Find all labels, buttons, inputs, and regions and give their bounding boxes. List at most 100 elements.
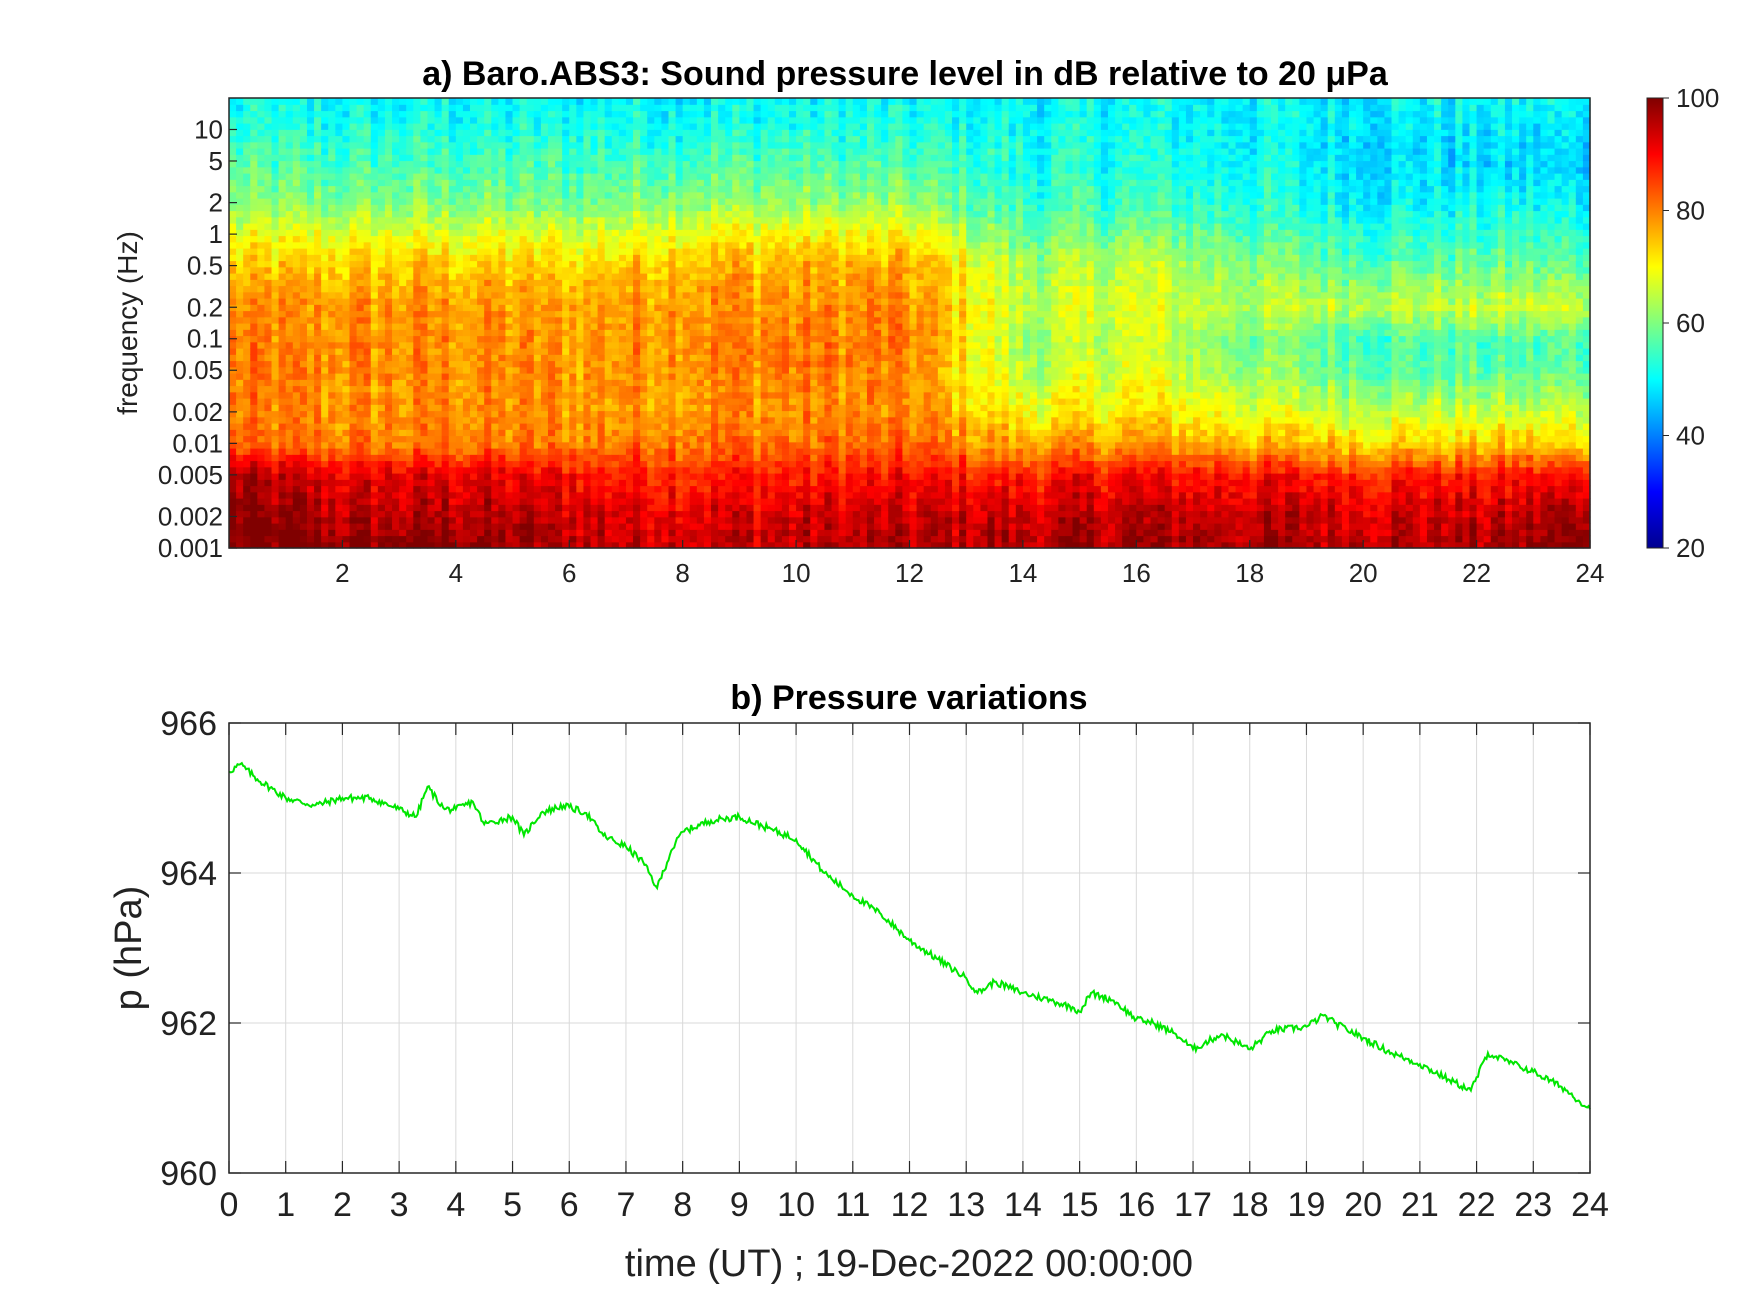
heatmap-cell: [512, 154, 521, 162]
heatmap-cell: [427, 373, 436, 380]
heatmap-cell: [299, 298, 308, 305]
heatmap-cell: [328, 379, 336, 387]
heatmap-cell: [604, 154, 613, 162]
heatmap-cell: [370, 354, 379, 362]
heatmap-cell: [696, 473, 705, 480]
heatmap-cell: [569, 466, 577, 474]
heatmap-cell: [427, 135, 436, 143]
heatmap-cell: [547, 179, 556, 187]
heatmap-cell: [590, 173, 599, 180]
heatmap-cell: [470, 448, 478, 455]
heatmap-cell: [427, 160, 436, 168]
heatmap-cell: [555, 104, 563, 112]
heatmap-cell: [675, 298, 684, 305]
heatmap-cell: [696, 410, 705, 418]
heatmap-cell: [328, 516, 336, 524]
heatmap-cell: [434, 329, 443, 337]
heatmap-cell: [321, 241, 329, 249]
heatmap-cell: [498, 454, 507, 462]
heatmap-cell: [540, 410, 549, 418]
heatmap-cell: [250, 166, 258, 174]
heatmap-cell: [349, 310, 358, 318]
heatmap-cell: [328, 160, 336, 168]
heatmap-cell: [455, 373, 464, 380]
heatmap-cell: [668, 154, 677, 162]
heatmap-cell: [569, 160, 577, 168]
heatmap-cell: [413, 254, 421, 262]
heatmap-cell: [264, 329, 273, 337]
heatmap-cell: [654, 298, 662, 305]
heatmap-cell: [285, 279, 294, 287]
heatmap-cell: [434, 191, 443, 199]
heatmap-cell: [711, 385, 719, 393]
heatmap-cell: [682, 373, 691, 380]
heatmap-cell: [243, 185, 251, 193]
heatmap-cell: [342, 529, 351, 537]
heatmap-cell: [462, 366, 471, 374]
heatmap-cell: [604, 279, 613, 287]
heatmap-cell: [243, 535, 251, 543]
heatmap-cell: [299, 310, 308, 318]
heatmap-cell: [250, 198, 258, 205]
heatmap-cell: [384, 523, 393, 530]
heatmap-cell: [250, 285, 258, 293]
heatmap-cell: [484, 360, 492, 368]
heatmap-cell: [618, 373, 627, 380]
heatmap-cell: [335, 485, 344, 493]
heatmap-cell: [689, 423, 698, 430]
heatmap-cell: [661, 254, 670, 262]
heatmap-cell: [278, 210, 287, 218]
heatmap-cell: [540, 141, 549, 149]
heatmap-cell: [519, 335, 528, 343]
heatmap-cell: [625, 273, 634, 280]
heatmap-cell: [413, 173, 421, 180]
heatmap-cell: [278, 141, 287, 149]
heatmap-cell: [675, 166, 684, 174]
heatmap-cell: [696, 391, 705, 399]
heatmap-cell: [314, 273, 322, 280]
heatmap-cell: [498, 279, 507, 287]
heatmap-cell: [533, 523, 542, 530]
heatmap-cell: [512, 98, 521, 105]
heatmap-cell: [682, 335, 691, 343]
heatmap-cell: [349, 485, 358, 493]
heatmap-cell: [703, 435, 712, 443]
heatmap-cell: [363, 116, 372, 124]
heatmap-cell: [625, 466, 634, 474]
heatmap-cell: [689, 491, 698, 499]
heatmap-cell: [413, 223, 421, 230]
heatmap-cell: [597, 454, 606, 462]
heatmap-cell: [647, 516, 655, 524]
heatmap-cell: [441, 316, 450, 324]
heatmap-cell: [562, 416, 570, 424]
heatmap-cell: [420, 523, 429, 530]
heatmap-cell: [271, 160, 280, 168]
heatmap-cell: [363, 235, 372, 243]
heatmap-cell: [540, 160, 549, 168]
heatmap-cell: [711, 391, 719, 399]
heatmap-cell: [363, 366, 372, 374]
heatmap-cell: [236, 435, 244, 443]
heatmap-cell: [540, 260, 549, 268]
heatmap-cell: [633, 348, 641, 355]
heatmap-cell: [470, 260, 478, 268]
heatmap-cell: [547, 135, 556, 143]
heatmap-cell: [505, 429, 514, 437]
heatmap-cell: [406, 160, 414, 168]
heatmap-cell: [377, 166, 386, 174]
heatmap-cell: [392, 141, 400, 149]
heatmap-cell: [257, 323, 266, 330]
heatmap-cell: [377, 316, 386, 324]
heatmap-cell: [512, 385, 521, 393]
heatmap-cell: [264, 98, 273, 105]
heatmap-cell: [647, 435, 655, 443]
heatmap-cell: [448, 279, 457, 287]
heatmap-cell: [576, 160, 585, 168]
heatmap-cell: [335, 523, 344, 530]
heatmap-cell: [675, 110, 684, 118]
heatmap-cell: [640, 335, 648, 343]
heatmap-cell: [278, 129, 287, 137]
heatmap-cell: [689, 291, 698, 299]
heatmap-cell: [363, 160, 372, 168]
heatmap-cell: [399, 510, 407, 518]
